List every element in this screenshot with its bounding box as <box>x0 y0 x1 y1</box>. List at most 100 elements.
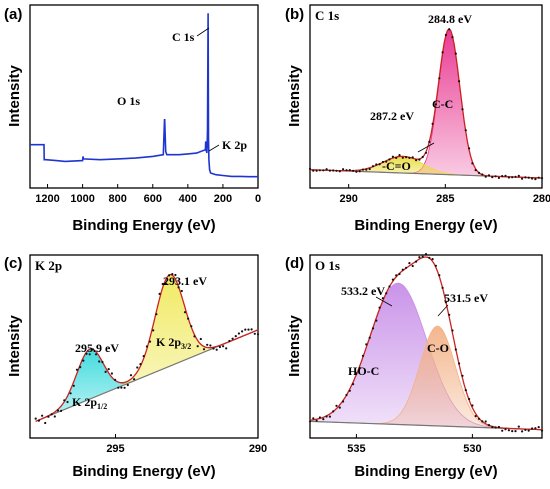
panel-o1s: (d) O 1s 535 530 Intensity Binding Energy… <box>285 253 544 480</box>
panel-tag-b: (b) <box>285 6 304 23</box>
data-point <box>348 389 351 392</box>
data-point <box>342 400 345 403</box>
data-point <box>37 419 41 422</box>
data-point <box>368 167 371 171</box>
data-point <box>391 155 394 158</box>
annotation-o1s: O 1s <box>117 94 140 108</box>
data-point <box>537 176 540 179</box>
data-point <box>355 170 358 173</box>
data-point <box>247 328 250 331</box>
data-point <box>117 386 120 389</box>
data-point <box>438 274 441 277</box>
data-point <box>152 329 155 332</box>
fitted-envelope <box>309 27 542 179</box>
x-ticks-c: 295 290 <box>106 434 267 455</box>
data-point <box>507 429 510 432</box>
data-point <box>34 417 37 420</box>
data-point <box>405 266 408 269</box>
x-tick-label: 600 <box>144 193 162 205</box>
data-point <box>491 426 494 429</box>
panel-k2p: (c) K 2p 295 290 Intensity Binding Energy… <box>4 254 267 480</box>
annotation-533-2: 533.2 eV <box>341 284 385 298</box>
data-point <box>454 52 457 55</box>
annotation-293-1: 293.1 eV <box>163 274 207 288</box>
annotation-531-5: 531.5 eV <box>444 291 488 305</box>
data-point <box>196 345 199 348</box>
data-point <box>371 165 375 168</box>
data-point <box>335 169 338 172</box>
data-point <box>244 328 247 331</box>
data-point <box>421 255 424 258</box>
data-point <box>183 311 187 314</box>
data-point <box>368 336 371 339</box>
data-point <box>358 170 361 173</box>
annotation-284-8: 284.8 eV <box>428 12 472 26</box>
data-point <box>468 147 471 150</box>
x-axis-label-a: Binding Energy (eV) <box>72 217 215 234</box>
panel-c1s: (b) C 1s 290 285 280 Intensity Binding Ene… <box>285 4 550 234</box>
data-point <box>361 354 365 357</box>
data-point <box>517 425 520 428</box>
data-point <box>250 328 253 331</box>
data-point <box>441 286 444 289</box>
data-point <box>312 169 315 172</box>
data-point <box>237 332 240 335</box>
data-point <box>381 160 384 164</box>
data-point <box>531 427 534 430</box>
x-tick-label: 290 <box>339 193 357 205</box>
data-point <box>215 348 218 351</box>
data-point <box>75 368 79 371</box>
data-point <box>98 360 101 363</box>
data-point <box>388 285 391 288</box>
data-point <box>328 169 331 172</box>
data-point <box>451 329 454 332</box>
data-point <box>133 378 136 381</box>
data-point <box>405 156 408 159</box>
data-point <box>527 429 530 432</box>
data-point <box>190 325 193 328</box>
data-point <box>164 282 167 285</box>
data-point <box>401 268 404 271</box>
data-point <box>385 160 388 163</box>
data-point <box>477 417 481 420</box>
data-point <box>72 384 75 387</box>
data-point <box>497 176 500 179</box>
annotation-c1s: C 1s <box>172 30 195 44</box>
data-point <box>145 345 148 348</box>
fitted-envelope <box>309 256 543 431</box>
annotation-line-531-5 <box>437 304 449 317</box>
label-k2p-1-2: K 2p1/2 <box>72 395 107 411</box>
chart-title-b: C 1s <box>315 8 339 23</box>
x-tick-label: 290 <box>249 443 267 455</box>
data-point <box>481 173 484 176</box>
data-point <box>352 383 355 386</box>
annotation-line-c1s <box>196 27 210 37</box>
data-point <box>418 158 421 161</box>
x-ticks-a: 1200 1000 800 600 400 200 0 <box>35 184 261 205</box>
data-point <box>444 301 447 304</box>
data-point <box>332 169 335 172</box>
data-point <box>129 374 133 377</box>
panel-tag-c: (c) <box>4 255 22 272</box>
x-tick-label: 800 <box>109 193 127 205</box>
data-point <box>234 335 237 338</box>
data-point <box>69 392 72 395</box>
data-point <box>398 154 401 157</box>
x-tick-label: 200 <box>214 193 232 205</box>
label-c-o: C-O <box>427 341 449 355</box>
data-point <box>424 151 428 154</box>
data-point <box>391 278 394 281</box>
annotation-line-533-2 <box>375 296 393 307</box>
data-point <box>504 428 507 431</box>
data-point <box>521 430 524 433</box>
data-point <box>218 345 221 349</box>
x-tick-label: 535 <box>347 443 365 455</box>
data-point <box>454 348 457 351</box>
data-point <box>468 397 471 401</box>
plot-frame-b <box>309 4 543 189</box>
data-point <box>126 383 129 387</box>
x-axis-label-b: Binding Energy (eV) <box>354 217 497 234</box>
data-point <box>501 175 504 178</box>
data-point <box>511 430 514 433</box>
data-point <box>148 340 152 343</box>
